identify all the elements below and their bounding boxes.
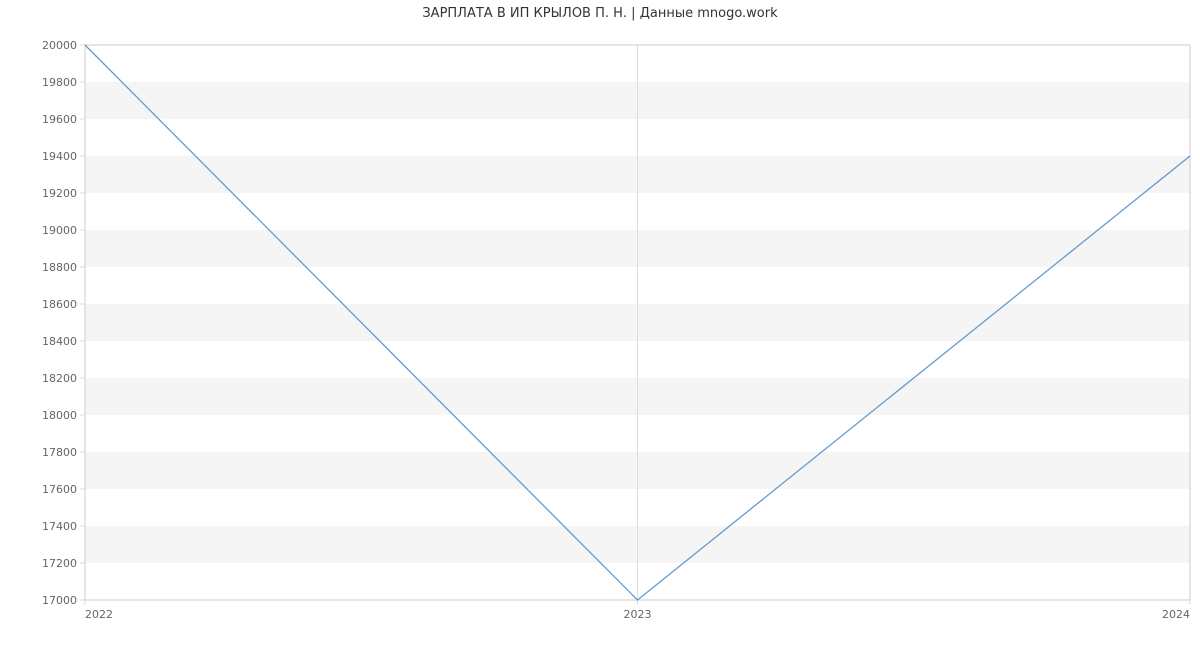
y-tick-label: 18800 (42, 261, 77, 274)
y-tick-label: 19400 (42, 150, 77, 163)
x-tick-label: 2022 (85, 608, 113, 621)
y-tick-label: 19800 (42, 76, 77, 89)
x-tick-label: 2024 (1162, 608, 1190, 621)
y-tick-label: 17400 (42, 520, 77, 533)
line-chart: 17000 17200 17400 17600 17800 18000 18200 18400… (0, 0, 1200, 650)
chart-title: ЗАРПЛАТА В ИП КРЫЛОВ П. Н. | Данные mnog… (0, 6, 1200, 21)
y-tick-label: 18000 (42, 409, 77, 422)
y-tick-label: 17600 (42, 483, 77, 496)
y-tick-label: 19600 (42, 113, 77, 126)
y-tick-label: 18600 (42, 298, 77, 311)
y-tick-label: 18400 (42, 335, 77, 348)
y-tick-label: 17800 (42, 446, 77, 459)
y-tick-label: 19200 (42, 187, 77, 200)
y-tick-label: 19000 (42, 224, 77, 237)
chart-container: ЗАРПЛАТА В ИП КРЫЛОВ П. Н. | Данные mnog… (0, 0, 1200, 650)
x-tick-label: 2023 (624, 608, 652, 621)
y-tick-label: 18200 (42, 372, 77, 385)
y-tick-label: 20000 (42, 39, 77, 52)
y-tick-label: 17200 (42, 557, 77, 570)
y-tick-label: 17000 (42, 594, 77, 607)
